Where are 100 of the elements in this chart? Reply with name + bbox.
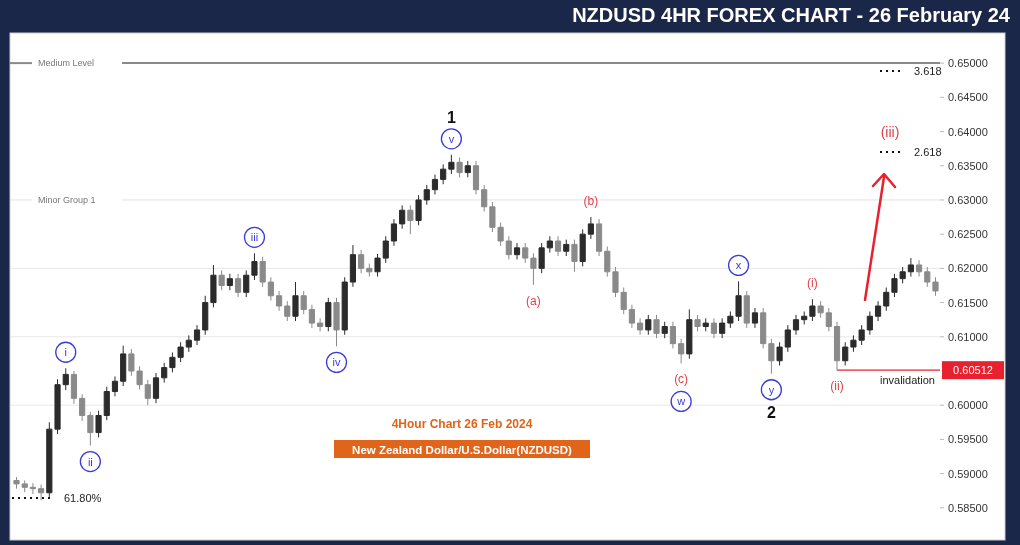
candlestick (874, 300, 882, 322)
candlestick (522, 242, 529, 264)
annotation: (b) (583, 194, 599, 209)
candlestick (70, 370, 78, 405)
candlestick (382, 235, 389, 264)
y-tick-label: 0.63500 (948, 159, 988, 172)
candlestick (226, 273, 233, 291)
candlestick (275, 290, 283, 312)
candlestick (653, 314, 660, 339)
candlestick (710, 317, 718, 339)
candlestick (768, 338, 775, 375)
candlestick (202, 295, 209, 336)
annotation: 4Hour Chart 26 Feb 2024 (391, 417, 533, 431)
candlestick (259, 256, 266, 288)
annotation: ii (87, 455, 93, 468)
candlestick (431, 174, 439, 195)
candlestick (29, 482, 37, 495)
candlestick (120, 345, 127, 387)
candlestick (38, 484, 45, 501)
ref-line-label: Medium Level (38, 58, 95, 69)
candlestick (193, 324, 201, 346)
candlestick (645, 314, 652, 336)
candlestick (538, 242, 545, 274)
candlestick (751, 307, 759, 329)
annotation: 2.618 (914, 146, 942, 158)
candlestick (628, 304, 635, 329)
candlestick (686, 308, 693, 360)
candlestick (152, 372, 160, 404)
y-tick-label: 0.62500 (948, 228, 988, 241)
annotation: (a) (526, 293, 541, 308)
candlestick (407, 204, 414, 235)
y-tick-label: 0.61500 (948, 296, 988, 309)
candlestick (374, 253, 381, 278)
candlestick (349, 244, 357, 288)
candlestick (308, 304, 315, 329)
candlestick (579, 228, 586, 267)
candlestick (284, 300, 291, 322)
annotation: (iii) (880, 124, 900, 140)
candlestick (103, 386, 110, 421)
candlestick (300, 290, 307, 315)
candlestick (513, 242, 521, 260)
annotation: v (448, 132, 455, 145)
y-tick-label: 0.64500 (948, 91, 988, 104)
annotation: (i) (807, 276, 818, 291)
candlestick (801, 310, 808, 325)
candlestick (571, 239, 578, 273)
candlestick (234, 273, 242, 298)
annotation: iv (332, 356, 341, 369)
candlestick (505, 235, 512, 260)
annotation: invalidation (879, 374, 935, 387)
y-tick-label: 0.59000 (948, 467, 988, 480)
candlestick (792, 314, 800, 336)
candlestick (760, 307, 767, 349)
candlestick (144, 379, 151, 406)
candlestick (694, 314, 701, 332)
y-tick-label: 0.64000 (948, 125, 988, 138)
annotation: i (64, 346, 67, 359)
candlestick (399, 204, 406, 230)
chart-title: NZDUSD 4HR FOREX CHART - 26 February 24 (572, 4, 1011, 26)
candlestick (637, 317, 644, 336)
candlestick (784, 324, 791, 353)
annotation: y (768, 383, 775, 396)
annotation: (c) (674, 372, 689, 387)
candlestick (481, 184, 488, 213)
y-tick-label: 0.63000 (948, 193, 988, 206)
candlestick (243, 269, 250, 298)
y-tick-label: 0.59500 (948, 433, 988, 446)
candlestick (95, 410, 102, 438)
candlestick (79, 393, 86, 422)
candlestick (267, 276, 274, 302)
candlestick (111, 375, 119, 397)
annotation: (ii) (830, 379, 844, 394)
candlestick (595, 218, 603, 257)
y-tick-label: 0.61000 (948, 330, 988, 343)
candlestick (661, 321, 668, 339)
candlestick (472, 160, 480, 195)
candlestick (464, 160, 471, 178)
annotation: w (676, 395, 686, 408)
candlestick (358, 249, 365, 274)
candlestick (907, 257, 914, 278)
candlestick (423, 184, 430, 206)
candlestick (915, 259, 923, 278)
candlestick (554, 235, 562, 257)
candlestick (456, 157, 463, 178)
candlestick (678, 338, 685, 364)
candlestick (842, 341, 849, 367)
candlestick (341, 276, 348, 336)
candlestick (292, 281, 299, 322)
candlestick (563, 239, 570, 257)
candlestick (161, 362, 168, 384)
candlestick (809, 298, 816, 322)
candlestick (866, 310, 873, 336)
candlestick (185, 334, 192, 353)
candlestick (251, 252, 258, 281)
y-tick-label: 0.60000 (948, 399, 988, 412)
candlestick (587, 216, 594, 240)
annotation: 1 (446, 108, 456, 126)
annotation: 2 (766, 403, 776, 421)
candlestick (702, 317, 709, 332)
candlestick (317, 317, 324, 332)
